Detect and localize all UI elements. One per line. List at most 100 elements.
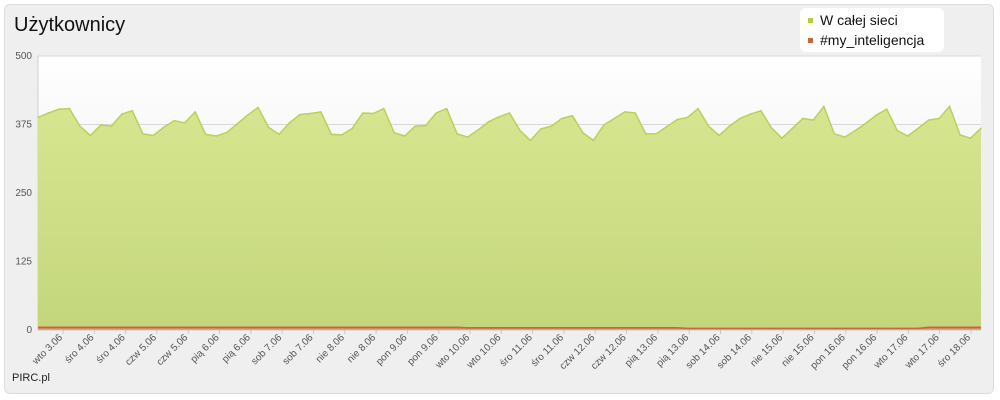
data-point-network — [194, 111, 196, 113]
data-point-network — [152, 134, 155, 137]
data-point-network — [812, 119, 815, 121]
data-point-network — [875, 114, 878, 116]
data-point-network — [896, 129, 898, 132]
data-point-network — [372, 112, 375, 115]
series-line-channel — [38, 326, 981, 330]
credit-link[interactable]: PIRC.pl — [12, 372, 50, 384]
data-point-network — [938, 117, 940, 120]
legend-swatch-channel — [808, 37, 813, 43]
data-point-network — [141, 133, 144, 135]
data-point-network — [519, 129, 521, 132]
data-point-network — [613, 117, 616, 120]
data-point-network — [131, 110, 134, 112]
x-tick-label: wto 3.06 — [30, 332, 66, 368]
data-point-network — [603, 124, 605, 126]
data-point-network — [770, 126, 773, 129]
data-point-network — [707, 125, 710, 127]
chart-title: Użytkownicy — [14, 14, 126, 36]
data-point-network — [823, 105, 825, 108]
data-point-network — [948, 105, 951, 108]
x-tick-label: pią 6.06 — [189, 332, 222, 365]
y-tick-label: 500 — [15, 51, 32, 62]
data-point-network — [403, 135, 406, 137]
x-tick-label: nie 8.06 — [314, 332, 347, 365]
data-point-network — [843, 136, 846, 138]
x-tick-label: pią 13.06 — [623, 332, 660, 369]
series-layer — [37, 104, 982, 331]
legend-item-channel[interactable]: #my_inteligencja — [808, 30, 924, 50]
data-point-network — [498, 116, 500, 118]
x-tick-label: wto 17.06 — [903, 332, 942, 371]
data-point-network — [309, 112, 312, 115]
data-point-network — [508, 112, 511, 114]
data-point-network — [540, 128, 542, 130]
data-point-network — [351, 127, 354, 130]
data-point-network — [456, 133, 458, 135]
data-point-network — [864, 122, 867, 125]
data-point-network — [110, 125, 113, 127]
data-point-network — [644, 133, 647, 135]
y-tick-label: 0 — [26, 325, 32, 336]
data-point-network — [592, 139, 595, 142]
series-area-network — [38, 106, 981, 330]
data-point-network — [906, 135, 909, 137]
data-point-network — [382, 107, 385, 110]
data-point-network — [917, 127, 919, 130]
data-point-network — [215, 135, 217, 137]
data-point-network — [477, 129, 479, 131]
x-tick-label: pią 6.06 — [220, 332, 253, 365]
data-point-network — [781, 137, 783, 139]
data-point-network — [728, 125, 731, 127]
data-point-network — [68, 107, 71, 110]
y-tick-label: 250 — [15, 188, 32, 199]
data-point-network — [173, 119, 176, 122]
data-point-network — [665, 125, 668, 128]
x-tick-label: sob 7.06 — [281, 332, 316, 367]
data-point-network — [435, 112, 437, 114]
x-tick-label: czw 5.06 — [155, 332, 191, 368]
legend-swatch-network — [808, 17, 813, 23]
data-point-network — [320, 111, 322, 113]
legend-label-network: W całej sieci — [820, 12, 898, 28]
data-point-network — [561, 117, 563, 120]
data-point-network — [582, 131, 584, 134]
data-point-network — [183, 122, 186, 124]
data-point-network — [969, 137, 972, 139]
data-point-network — [571, 114, 574, 117]
data-point-network — [980, 127, 982, 130]
data-point-network — [655, 133, 657, 135]
x-tick-label: sob 14.06 — [715, 332, 754, 371]
data-point-network — [676, 118, 678, 121]
y-tick-label: 375 — [15, 120, 32, 131]
data-point-network — [162, 126, 165, 129]
data-point-network — [739, 117, 741, 120]
data-point-network — [791, 127, 794, 130]
x-tick-label: wto 10.06 — [464, 332, 503, 371]
data-point-network — [749, 113, 752, 115]
data-point-network — [697, 107, 699, 110]
data-point-network — [121, 113, 123, 115]
x-tick-label: śro 4.06 — [63, 332, 97, 366]
legend-item-network[interactable]: W całej sieci — [808, 10, 898, 30]
data-point-network — [246, 114, 249, 116]
data-point-network — [445, 107, 448, 110]
data-point-network — [927, 119, 930, 121]
data-point-network — [257, 106, 259, 109]
data-point-network — [414, 125, 417, 127]
data-point-network — [718, 134, 720, 137]
x-tick-label: śro 11.06 — [498, 332, 535, 369]
data-point-network — [225, 131, 228, 134]
data-point-network — [47, 112, 50, 114]
data-point-network — [393, 131, 396, 134]
x-tick-label: pon 9.06 — [374, 332, 410, 368]
x-tick-label: śro 18.06 — [936, 332, 974, 370]
data-point-network — [760, 110, 762, 112]
data-point-network — [79, 125, 81, 127]
data-point-network — [330, 133, 333, 136]
data-point-network — [288, 122, 291, 124]
data-point-network — [278, 133, 280, 136]
data-point-network — [885, 108, 888, 110]
data-point-network — [100, 124, 102, 126]
x-tick-label: czw 5.06 — [123, 332, 159, 368]
